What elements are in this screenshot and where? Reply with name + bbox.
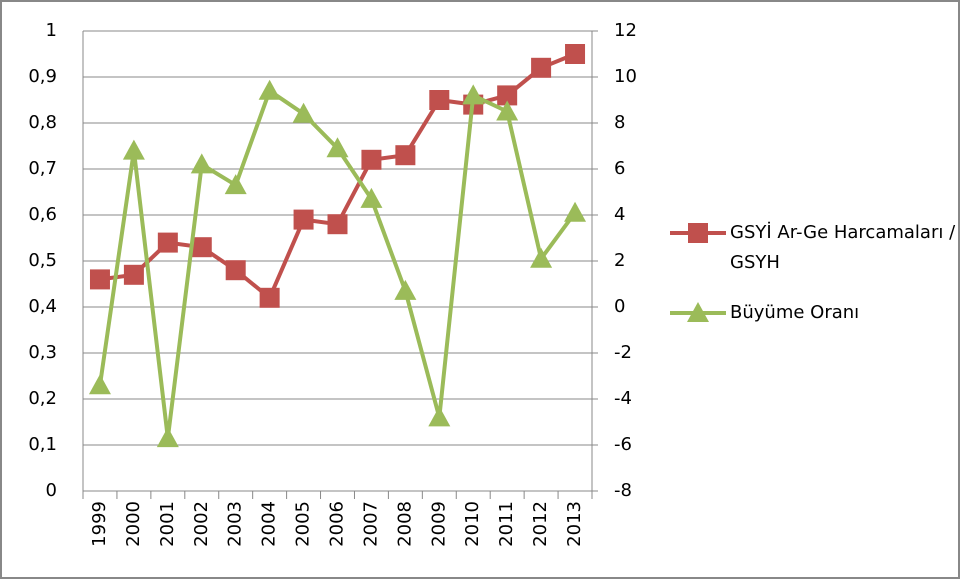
marker: [190, 153, 213, 174]
x-tick-label: 2002: [191, 501, 212, 547]
marker: [89, 269, 110, 290]
x-tick-label: 1999: [89, 501, 110, 547]
y-tick-label: 0,8: [28, 112, 57, 133]
x-tick-label: 2012: [530, 501, 551, 547]
marker: [157, 232, 178, 253]
marker: [225, 260, 246, 281]
x-tick-label: 2007: [360, 501, 381, 547]
marker: [394, 279, 417, 300]
x-tick-label: 2009: [428, 501, 449, 547]
y-tick-label: 0,4: [28, 296, 57, 317]
marker: [88, 374, 111, 395]
legend-item: GSYİ Ar-Ge Harcamaları / GSYH: [668, 218, 960, 278]
marker: [292, 102, 315, 123]
y-tick-label: 0,1: [28, 434, 57, 455]
y2-tick-label: 12: [614, 20, 637, 41]
x-tick-label: 2006: [327, 501, 348, 547]
legend-icon: [670, 223, 726, 243]
x-tick-label: 2000: [123, 501, 144, 547]
y2-tick-label: 10: [614, 66, 637, 87]
marker: [259, 287, 280, 308]
legend-icon: [670, 302, 726, 322]
y2-tick-label: -6: [614, 434, 632, 455]
marker: [530, 247, 553, 268]
marker: [687, 302, 709, 322]
x-tick-label: 2013: [564, 501, 585, 547]
y-tick-label: 0,6: [28, 204, 57, 225]
marker: [360, 187, 383, 208]
legend-label: Büyüme Oranı: [730, 302, 860, 323]
marker: [428, 406, 451, 427]
marker: [688, 223, 708, 243]
y2-tick-label: -4: [614, 388, 632, 409]
y2-tick-label: -2: [614, 342, 632, 363]
marker: [191, 237, 212, 258]
y-tick-label: 0,9: [28, 66, 57, 87]
y2-tick-label: 8: [614, 112, 625, 133]
marker: [429, 90, 450, 110]
marker: [496, 100, 519, 121]
x-tick-label: 2010: [462, 501, 483, 547]
marker: [497, 85, 518, 106]
marker: [327, 214, 348, 235]
y-tick-label: 1: [46, 20, 57, 41]
x-tick-label: 2008: [394, 501, 415, 547]
marker: [462, 84, 485, 105]
legend-label: GSYİ Ar-Ge Harcamaları / GSYH: [730, 222, 956, 273]
marker: [122, 139, 145, 160]
y-tick-label: 0,5: [28, 250, 57, 271]
marker: [258, 79, 281, 100]
y-tick-label: 0,2: [28, 388, 57, 409]
marker: [361, 149, 382, 170]
marker: [293, 209, 314, 230]
legend: GSYİ Ar-Ge Harcamaları / GSYH Büyüme Oran…: [668, 218, 958, 348]
y2-tick-label: 2: [614, 250, 625, 271]
x-tick-label: 2003: [225, 501, 246, 547]
x-tick-label: 2001: [157, 501, 178, 547]
x-tick-label: 2004: [259, 501, 280, 547]
y2-tick-label: 4: [614, 204, 625, 225]
y2-tick-label: 0: [614, 296, 625, 317]
marker: [224, 174, 247, 195]
marker: [123, 264, 144, 285]
y2-tick-label: -8: [614, 480, 632, 501]
marker: [565, 44, 586, 64]
marker: [326, 137, 349, 158]
legend-item: Büyüme Oranı: [668, 298, 958, 328]
marker: [156, 427, 179, 448]
y-tick-label: 0: [46, 480, 57, 501]
x-tick-label: 2011: [496, 501, 517, 547]
x-tick-label: 2005: [293, 501, 314, 547]
marker: [531, 57, 552, 78]
marker: [395, 145, 416, 166]
y-tick-label: 0,3: [28, 342, 57, 363]
y-tick-label: 0,7: [28, 158, 57, 179]
y2-tick-label: 6: [614, 158, 625, 179]
marker: [564, 201, 587, 222]
